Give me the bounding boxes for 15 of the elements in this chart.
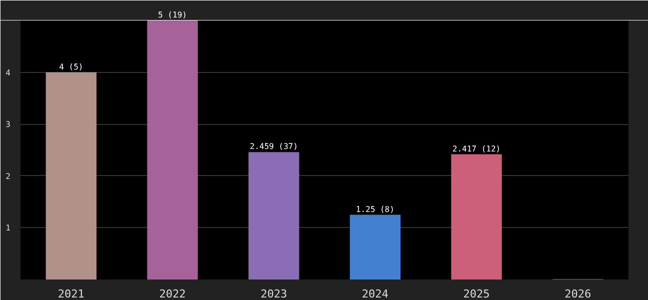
x-tick-label: 2026 [564,288,592,300]
data-label: 5 (19) [158,10,187,20]
x-tick-label: 2021 [58,288,84,300]
y-tick-label: 1 [6,224,11,233]
x-tick-label: 2025 [463,288,490,300]
y-tick-label: 4 [6,68,11,78]
data-label: 4 (5) [59,62,84,72]
y-tick-label: 3 [6,120,11,130]
x-tick-label: 2023 [260,288,288,300]
data-label: 1.25 (8) [356,204,394,214]
data-label: 2.459 (37) [250,142,298,152]
y-tick-label: 2 [6,172,11,181]
x-tick-label: 2022 [159,288,186,300]
data-label: 2.417 (12) [452,144,501,154]
x-tick-label: 2024 [362,288,389,300]
